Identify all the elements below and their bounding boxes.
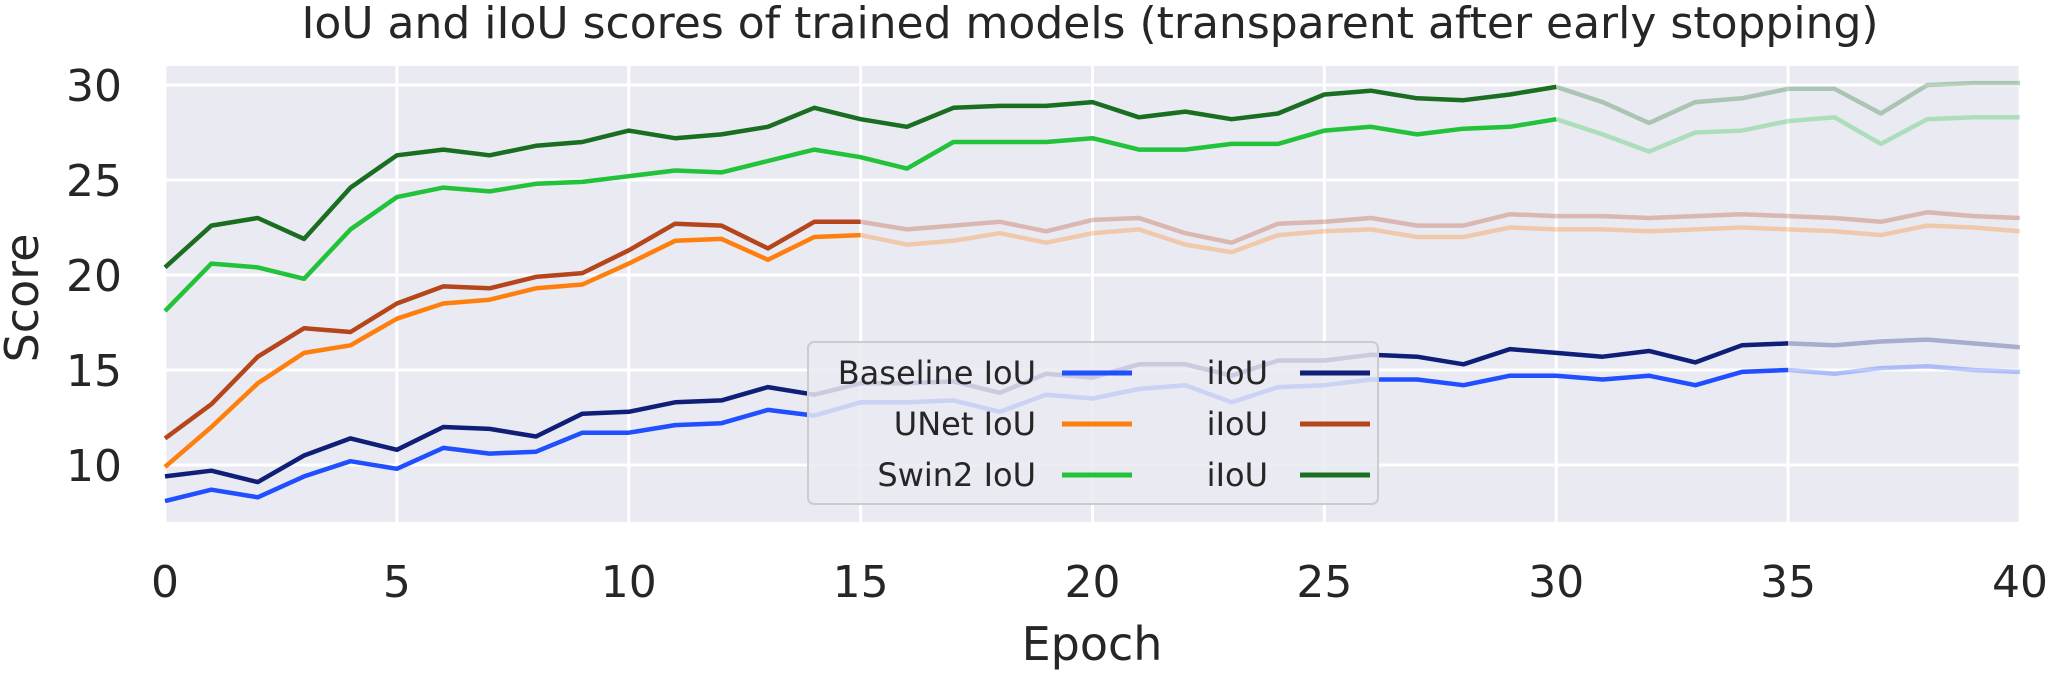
x-tick-label: 20 (1065, 557, 1121, 608)
y-axis-label: Score (0, 234, 49, 363)
legend-label: iIoU (1207, 456, 1268, 494)
x-tick-label: 10 (601, 557, 657, 608)
unet-iou-line-after-early-stop (860, 223, 2021, 255)
series-lines (163, 80, 2021, 504)
x-tick-label: 0 (151, 557, 179, 608)
x-tick-label: 5 (383, 557, 411, 608)
swin2-iou-line (163, 116, 1557, 313)
x-tick-label: 35 (1760, 557, 1816, 608)
legend-label: Swin2 IoU (877, 456, 1036, 494)
baseline-iiou-line-after-early-stop (1788, 337, 2021, 350)
y-tick-label: 20 (66, 251, 122, 302)
baseline-iou-line-after-early-stop (1787, 363, 2021, 377)
y-tick-label: 30 (66, 61, 122, 112)
y-tick-label: 25 (66, 156, 122, 207)
x-axis-label: Epoch (1022, 617, 1163, 671)
chart-title: IoU and iIoU scores of trained models (t… (301, 0, 1878, 49)
x-tick-label: 30 (1528, 557, 1584, 608)
x-tick-label: 25 (1296, 557, 1352, 608)
legend-label: Baseline IoU (838, 354, 1036, 392)
y-tick-label: 10 (66, 441, 122, 492)
unet-iiou-line-after-early-stop (860, 210, 2021, 245)
swin2-iou-line-after-early-stop (1555, 115, 2020, 154)
y-tick-label: 15 (66, 346, 122, 397)
unet-iou-line (163, 232, 861, 469)
x-tick-label: 40 (1992, 557, 2048, 608)
y-tick-labels: 10 15 20 25 30 (66, 61, 122, 492)
legend-label: UNet IoU (894, 405, 1036, 443)
legend-label: iIoU (1207, 354, 1268, 392)
unet-iiou-line (163, 219, 861, 441)
legend: Baseline IoU iIoU UNet IoU iIoU Swin2 IoU iIo… (807, 341, 1379, 505)
swin2-iiou-line (163, 84, 1557, 270)
x-tick-labels: 0 5 10 15 20 25 30 35 40 (151, 557, 2048, 608)
swin2-iiou-line-after-early-stop (1555, 80, 2020, 126)
legend-label: iIoU (1207, 405, 1268, 443)
x-tick-label: 15 (833, 557, 889, 608)
